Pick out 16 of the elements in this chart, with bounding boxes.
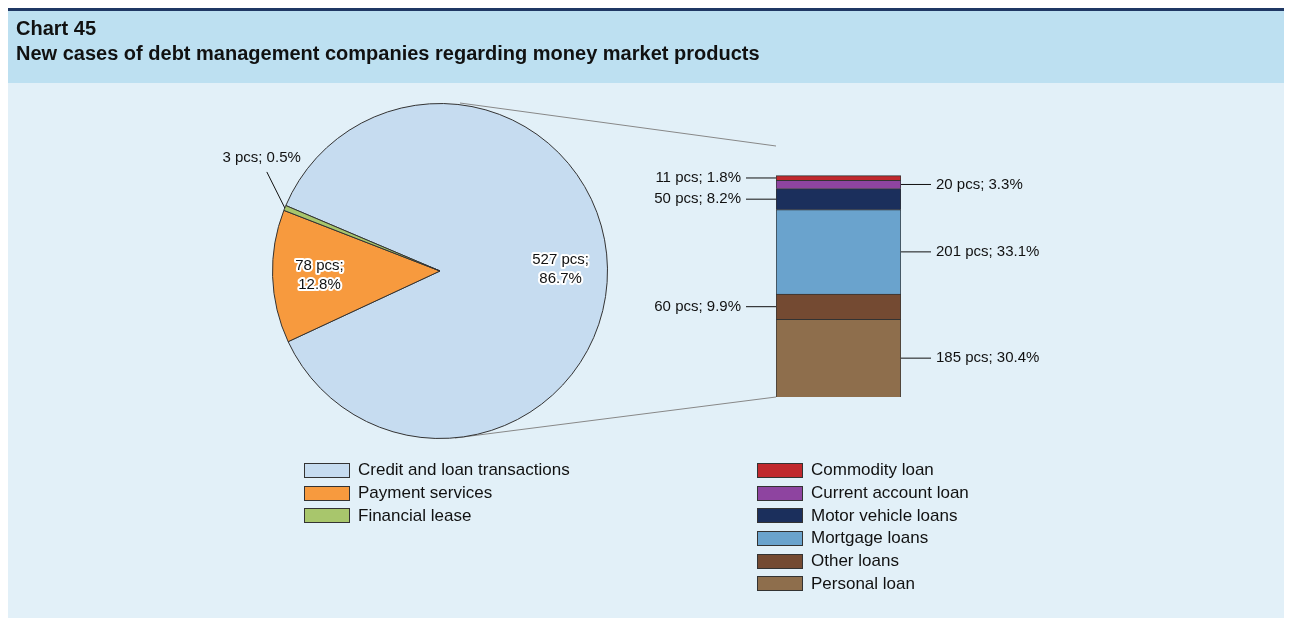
text: Chart 45 [16,17,98,40]
legend-label: Mortgage loans [811,528,929,549]
data-label: 185 pcs; 30.4% [936,348,1040,366]
legend-label: Other loans [811,551,899,572]
legend-label: Personal loan [811,573,915,594]
data-label: 3 pcs; 0.5% [222,148,301,166]
legend-label: Current account loan [811,483,969,504]
legend-label: Financial lease [358,505,472,526]
legend-label: Motor vehicle loans [811,505,958,526]
data-label: 20 pcs; 3.3% [936,174,1023,192]
data-label: 78 pcs; 12.8% [295,255,344,292]
legend-label: Credit and loan transactions [358,460,570,481]
chart-subtitle: New cases of debt management companies regarding money market products [16,42,761,65]
legend-label: Commodity loan [811,460,934,481]
data-label: 201 pcs; 33.1% [936,242,1040,260]
legend-label: Payment services [358,483,493,504]
